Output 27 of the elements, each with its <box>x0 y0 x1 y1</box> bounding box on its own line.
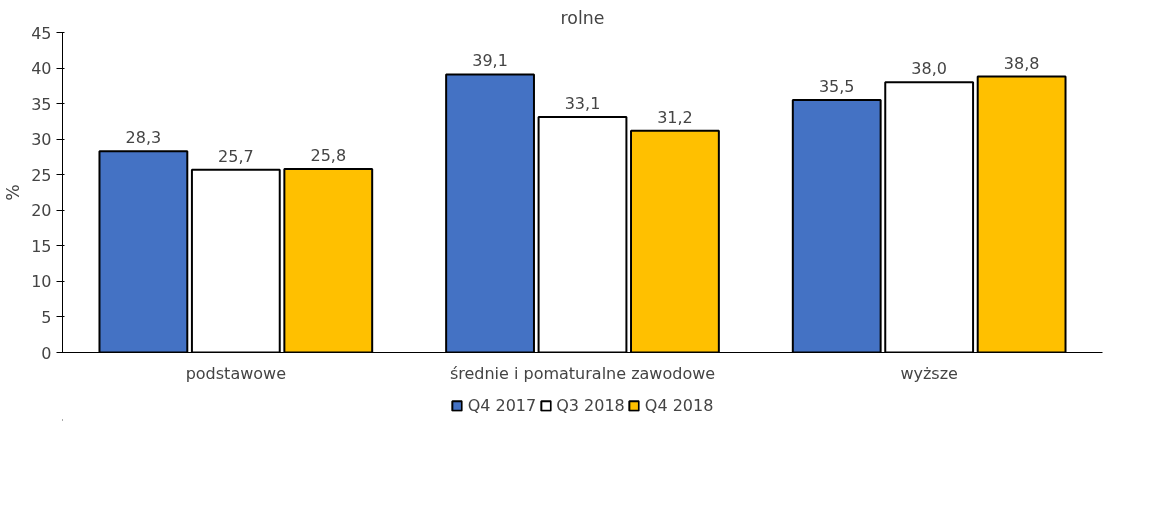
y-tick-label: 15 <box>31 236 52 256</box>
legend-label: Q4 2018 <box>644 395 714 415</box>
y-tick-label: 45 <box>31 23 52 43</box>
data-label: 28,3 <box>125 128 162 148</box>
data-label: 33,1 <box>564 94 601 114</box>
x-tick-label: średnie i pomaturalne zawodowe <box>449 363 716 383</box>
x-tick-label: podstawowe <box>185 363 286 383</box>
data-label: 38,8 <box>1003 53 1040 73</box>
y-tick-label: 30 <box>31 130 52 150</box>
y-tick-label: 5 <box>41 307 52 327</box>
chart-title: rolne <box>560 7 605 28</box>
data-label: 25,8 <box>310 146 347 166</box>
data-label: 35,5 <box>818 77 855 97</box>
y-tick-label: 0 <box>41 343 52 363</box>
data-label: 31,2 <box>657 107 693 127</box>
y-tick-label: 20 <box>31 201 52 221</box>
y-axis-title: % <box>3 184 24 201</box>
y-tick-label: 35 <box>31 94 52 114</box>
data-label: 25,7 <box>218 146 254 166</box>
legend-label: Q3 2018 <box>556 395 625 415</box>
data-label: 38,0 <box>911 59 947 79</box>
y-tick-label: 10 <box>31 272 52 292</box>
legend-label: Q4 2017 <box>467 395 537 415</box>
data-label: 39,1 <box>472 51 508 71</box>
x-tick-label: wyższe <box>900 363 958 383</box>
y-tick-label: 40 <box>31 59 52 79</box>
y-tick-label: 25 <box>31 165 52 185</box>
